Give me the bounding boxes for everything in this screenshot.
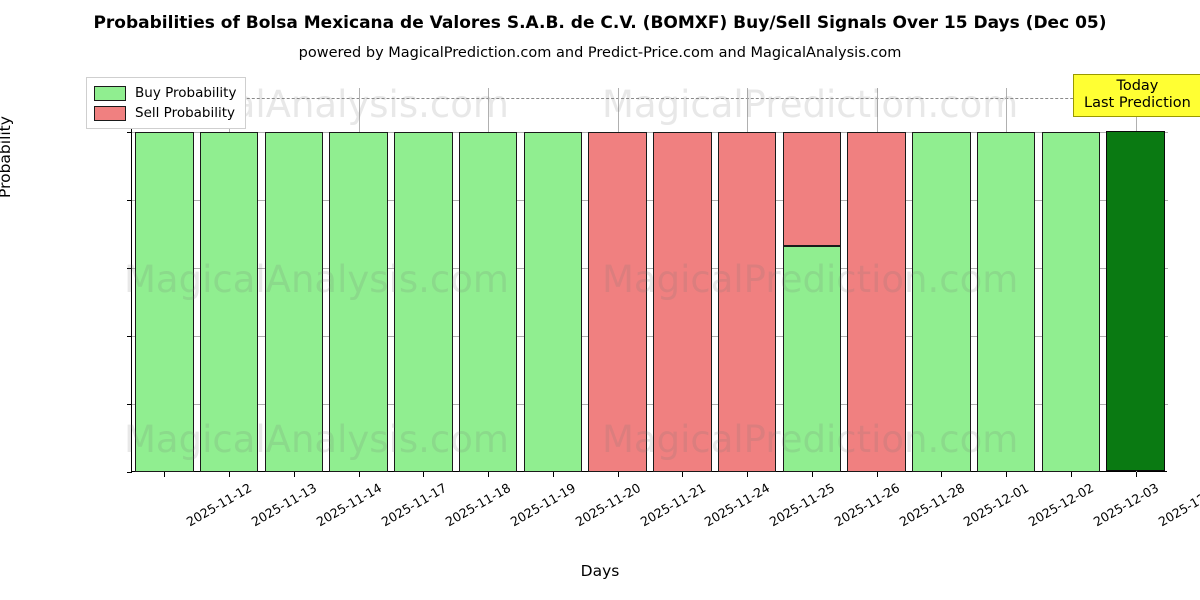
- x-tick-mark: [682, 472, 684, 477]
- x-tick-mark: [876, 472, 878, 477]
- bar-buy[interactable]: [1041, 132, 1100, 472]
- bar-sell[interactable]: [653, 132, 712, 472]
- x-tick-mark: [229, 472, 231, 477]
- gridline: [132, 200, 1168, 202]
- x-tick-mark: [1070, 472, 1072, 477]
- x-tick-mark: [941, 472, 943, 477]
- y-tick-mark: [127, 336, 132, 338]
- bar-sell[interactable]: [588, 132, 647, 472]
- x-tick-label: 2025-11-17: [378, 480, 449, 530]
- x-tick-label: 2025-12-03: [1090, 480, 1162, 530]
- x-tick-mark: [293, 472, 295, 477]
- bar-buy[interactable]: [912, 132, 971, 472]
- y-tick-mark: [127, 200, 132, 202]
- bar-buy[interactable]: [199, 132, 259, 472]
- x-tick-label: 2025-11-28: [896, 480, 967, 530]
- x-tick-label: 2025-11-26: [831, 480, 903, 530]
- bar-today[interactable]: [1106, 131, 1165, 471]
- x-tick-label: 2025-11-25: [766, 480, 838, 530]
- bar-buy[interactable]: [329, 132, 388, 472]
- bar-buy[interactable]: [394, 132, 453, 472]
- gridline: [132, 268, 1168, 270]
- x-tick-mark: [1135, 472, 1137, 477]
- x-tick-mark: [747, 472, 749, 477]
- x-tick-label: 2025-12-04: [1155, 480, 1200, 530]
- x-tick-mark: [617, 472, 619, 477]
- reference-dashed-line: [132, 98, 1168, 100]
- y-axis-label: Probability: [0, 116, 14, 198]
- y-tick-mark: [127, 268, 132, 270]
- today-annotation: Today Last Prediction: [1073, 74, 1200, 118]
- x-tick-label: 2025-11-20: [572, 480, 644, 530]
- x-tick-label: 2025-11-19: [507, 480, 579, 530]
- bar-buy[interactable]: [976, 132, 1036, 472]
- x-tick-mark: [488, 472, 490, 477]
- x-tick-label: 2025-12-01: [961, 480, 1032, 530]
- bar-buy[interactable]: [135, 132, 194, 472]
- bar-sell[interactable]: [847, 132, 906, 472]
- x-tick-mark: [552, 472, 554, 477]
- legend-item-sell[interactable]: Sell Probability: [94, 103, 236, 123]
- gridline: [132, 336, 1168, 338]
- y-tick-mark: [127, 472, 132, 473]
- legend-label-sell: Sell Probability: [135, 105, 236, 121]
- x-tick-label: 2025-11-14: [313, 480, 385, 530]
- y-tick-mark: [127, 404, 132, 406]
- x-tick-mark: [358, 472, 360, 477]
- gridline: [132, 132, 1168, 134]
- chart-subtitle: powered by MagicalPrediction.com and Pre…: [298, 45, 902, 61]
- bar-buy[interactable]: [264, 132, 323, 472]
- today-annotation-line2: Last Prediction: [1084, 95, 1191, 112]
- x-tick-label: 2025-11-24: [702, 480, 773, 530]
- legend-label-buy: Buy Probability: [135, 85, 237, 101]
- x-tick-mark: [811, 472, 813, 477]
- x-tick-label: 2025-11-12: [184, 480, 255, 530]
- gridline: [132, 404, 1168, 406]
- x-tick-label: 2025-11-21: [637, 480, 708, 530]
- x-tick-label: 2025-11-13: [248, 480, 320, 530]
- legend-swatch-sell-icon: [94, 105, 126, 121]
- plot-area: MagicalAnalysis.com MagicalPrediction.com…: [124, 83, 1200, 529]
- watermark-text: MagicalPrediction.com: [602, 83, 1019, 126]
- legend-swatch-buy-icon: [94, 85, 126, 101]
- x-tick-mark: [164, 472, 166, 477]
- chart-title: Probabilities of Bolsa Mexicana de Valor…: [93, 13, 1107, 33]
- x-tick-label: 2025-11-18: [443, 480, 514, 530]
- bar-sell[interactable]: [717, 132, 777, 472]
- chart-legend: Buy Probability Sell Probability: [86, 77, 247, 129]
- bar-buy[interactable]: [782, 245, 841, 472]
- bar-buy[interactable]: [523, 132, 582, 472]
- x-tick-mark: [423, 472, 425, 477]
- x-tick-mark: [1006, 472, 1008, 477]
- y-tick-mark: [127, 132, 132, 134]
- x-axis-label: Days: [580, 562, 620, 580]
- bar-sell[interactable]: [782, 132, 841, 246]
- bar-buy[interactable]: [458, 132, 518, 472]
- legend-item-buy[interactable]: Buy Probability: [94, 83, 236, 103]
- today-annotation-line1: Today: [1116, 78, 1159, 94]
- x-tick-label: 2025-12-02: [1025, 480, 1097, 530]
